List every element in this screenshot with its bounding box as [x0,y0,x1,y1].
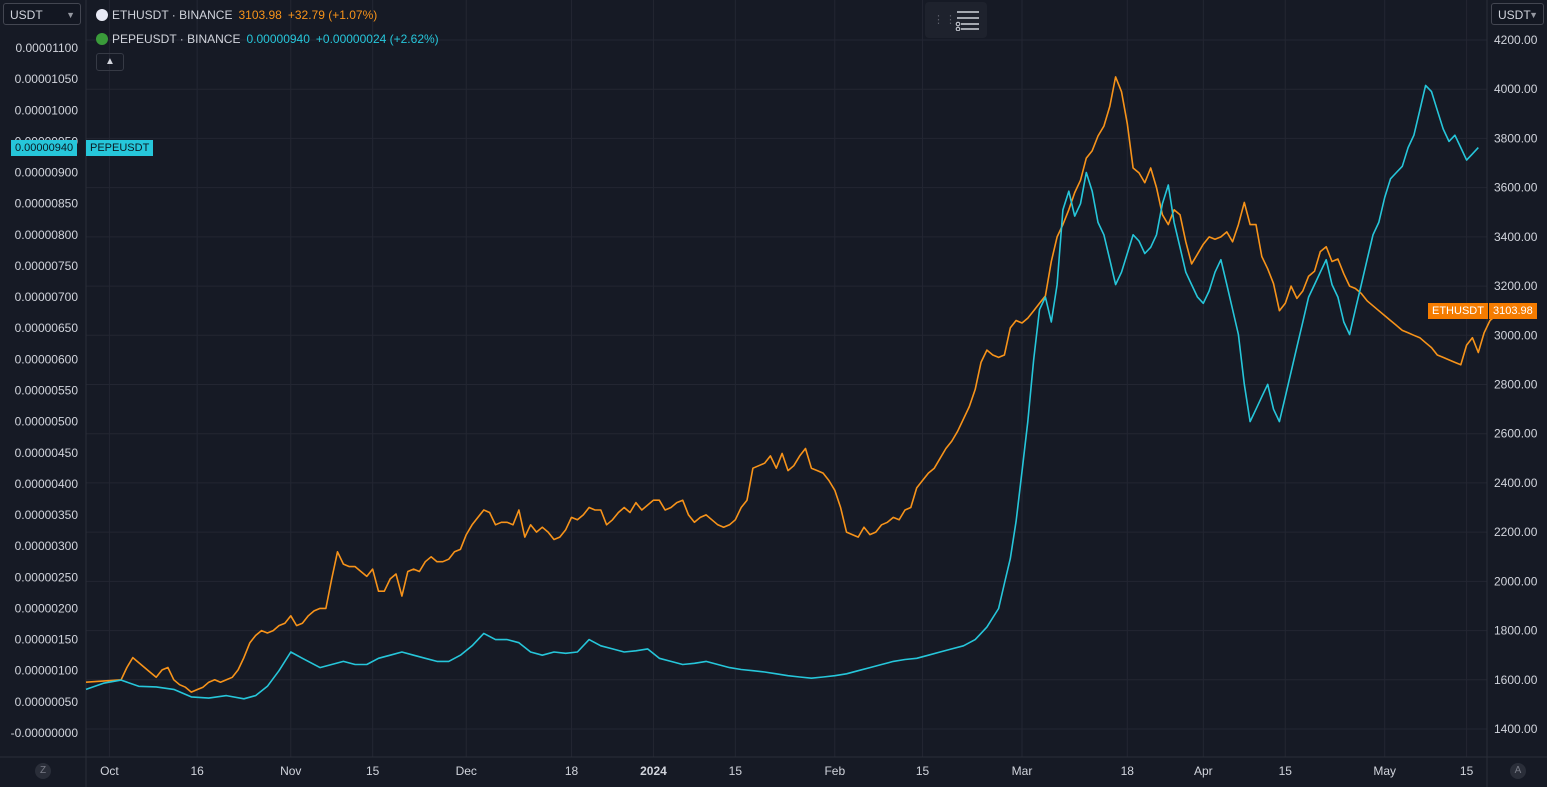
left-scale-label: USDT [10,8,43,22]
time-axis-tick-label: 18 [565,764,579,778]
left-axis-tick-label: 0.00000350 [15,508,79,522]
left-axis-tick-label: 0.00000600 [15,352,79,366]
time-axis-tick-label: 15 [1279,764,1293,778]
legend-pepe-change: +0.00000024 (+2.62%) [315,32,439,46]
legend-eth-price: 3103.98 [238,8,282,22]
left-axis-tick-label: 0.00000800 [15,228,79,242]
left-axis-tick-label: 0.00000750 [15,259,79,273]
legend-eth[interactable]: ETHUSDT · BINANCE 3103.98 +32.79 (+1.07%) [96,8,377,22]
left-axis-tick-label: 0.00000850 [15,197,79,211]
left-axis-tick-label: -0.00000000 [11,726,79,740]
right-axis-tick-label: 3200.00 [1494,279,1538,293]
right-axis-tick-label: 1600.00 [1494,673,1538,687]
time-axis-tick-label: May [1373,764,1396,778]
time-axis-tick-label: Oct [100,764,119,778]
plot-area[interactable] [86,0,1487,757]
left-axis-tick-label: 0.00000100 [15,664,79,678]
object-tree-icon[interactable] [955,9,981,31]
left-axis-tick-label: 0.00000650 [15,321,79,335]
legend-pepe-symbol: PEPEUSDT · BINANCE [112,32,241,46]
left-axis-tick-label: 0.00000550 [15,384,79,398]
left-axis-tick-label: 0.00000500 [15,415,79,429]
series-line-pepeusdt[interactable] [85,84,1479,700]
pepe-logo-icon [96,33,108,45]
drag-handle-icon[interactable]: ⋮⋮ [933,14,957,26]
time-axis-tick-label: 15 [1460,764,1474,778]
chevron-up-icon: ▲ [105,56,115,67]
left-axis-tick-label: 0.00001050 [15,72,79,86]
left-axis-tick-label: 0.00000450 [15,446,79,460]
pepe-price-tag-value: 0.00000940 [11,140,78,156]
time-axis-tick-label: 15 [729,764,743,778]
legend-pepe-price: 0.00000940 [246,32,310,46]
legend-eth-change: +32.79 (+1.07%) [287,8,378,22]
right-scale-currency-select[interactable]: USDT ▼ [1491,3,1544,25]
right-axis-tick-label: 2600.00 [1494,427,1538,441]
legend-collapse-button[interactable]: ▲ [96,53,124,71]
left-axis-tick-label: 0.00000050 [15,695,79,709]
floating-toolbar[interactable]: ⋮⋮ [925,2,987,38]
left-axis-tick-label: 0.00001100 [15,41,78,55]
chevron-down-icon: ▼ [66,10,75,20]
pepe-price-tag-label: PEPEUSDT [86,140,154,156]
time-axis-tick-label: Apr [1194,764,1213,778]
right-axis-tick-label: 3800.00 [1494,131,1538,145]
right-axis-tick-label: 2400.00 [1494,476,1538,490]
left-axis-tick-label: 0.00000150 [15,633,79,647]
right-scale-label: USDT [1498,8,1531,22]
time-axis-tick-label: Mar [1012,764,1033,778]
left-axis-tick-label: 0.00000250 [15,570,79,584]
right-axis-tick-label: 3000.00 [1494,328,1538,342]
right-axis-tick-label: 2000.00 [1494,574,1538,588]
time-axis-tick-label: Nov [280,764,301,778]
left-axis-tick-label: 0.00000400 [15,477,79,491]
legend-pepe[interactable]: PEPEUSDT · BINANCE 0.00000940 +0.00000024 … [96,32,439,46]
chevron-down-icon: ▼ [1529,10,1538,20]
left-axis-tick-label: 0.00000200 [15,601,79,615]
left-axis-tick-label: 0.00000700 [15,290,79,304]
right-axis-tick-label: 3400.00 [1494,230,1538,244]
time-axis-tick-label: 2024 [640,764,667,778]
auto-scale-button[interactable]: A [1510,763,1526,779]
right-axis-tick-label: 1800.00 [1494,624,1538,638]
eth-price-tag-value: 3103.98 [1489,303,1537,319]
right-axis-tick-label: 2800.00 [1494,378,1538,392]
time-axis-tick-label: 18 [1121,764,1135,778]
left-axis-tick-label: 0.00000300 [15,539,79,553]
right-axis-tick-label: 4000.00 [1494,82,1538,96]
eth-logo-icon [96,9,108,21]
time-axis-tick-label: Dec [456,764,477,778]
series-line-ethusdt[interactable] [85,76,1508,693]
right-axis-tick-label: 4200.00 [1494,33,1538,47]
left-axis-tick-label: 0.00000900 [15,166,79,180]
time-axis-tick-label: 16 [190,764,204,778]
legend-eth-symbol: ETHUSDT · BINANCE [112,8,233,22]
right-axis-tick-label: 1400.00 [1494,722,1538,736]
eth-price-tag-label: ETHUSDT [1428,303,1488,319]
right-axis-tick-label: 3600.00 [1494,181,1538,195]
zoom-toggle-button[interactable]: Z [35,763,51,779]
left-axis-tick-label: 0.00001000 [15,103,79,117]
time-axis-tick-label: 15 [366,764,380,778]
time-axis-tick-label: 15 [916,764,930,778]
time-axis-tick-label: Feb [824,764,845,778]
left-scale-currency-select[interactable]: USDT ▼ [3,3,81,25]
right-axis-tick-label: 2200.00 [1494,525,1538,539]
